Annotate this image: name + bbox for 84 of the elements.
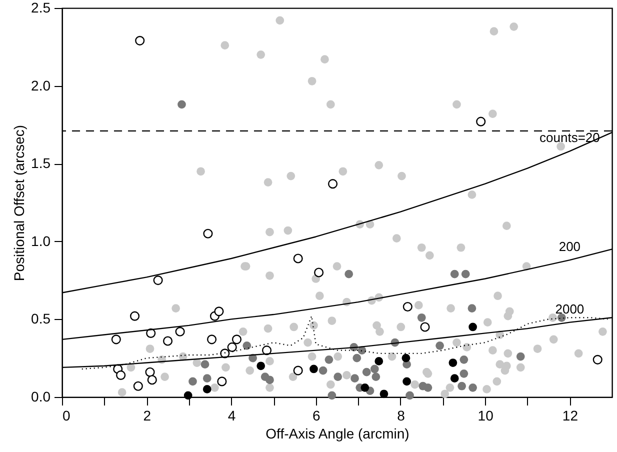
point [374, 357, 384, 366]
point [232, 334, 242, 344]
point [448, 358, 458, 367]
point [461, 270, 470, 278]
annotation: 200 [558, 239, 581, 254]
x-tick-label: 6 [312, 408, 320, 424]
point [460, 369, 468, 378]
point [324, 355, 334, 364]
point [402, 354, 410, 362]
point [417, 313, 426, 322]
point [116, 370, 126, 380]
point [402, 377, 411, 386]
point [476, 116, 486, 126]
point [266, 376, 274, 384]
y-tick-label: 0.0 [31, 388, 51, 404]
point [592, 354, 602, 364]
point [370, 364, 379, 374]
x-tick-label: 12 [562, 408, 578, 424]
x-tick-label: 0 [62, 408, 70, 424]
point [147, 375, 157, 385]
y-tick-label: 2.5 [31, 0, 51, 16]
point [293, 254, 303, 264]
point [227, 342, 237, 352]
annotation: counts=20 [540, 130, 600, 146]
point [217, 376, 227, 386]
point [468, 304, 476, 312]
point [362, 368, 371, 376]
y-axis-title: Positional Offset (arcsec) [11, 124, 28, 282]
point [516, 352, 525, 361]
y-tick-label: 1.5 [31, 155, 51, 172]
x-tick-label: 2 [143, 408, 152, 424]
point [450, 374, 459, 383]
point [145, 367, 155, 377]
point [184, 391, 192, 400]
point [203, 228, 213, 238]
point [200, 360, 210, 368]
point [380, 390, 388, 398]
point [360, 383, 370, 392]
point [175, 326, 185, 336]
point [202, 374, 212, 383]
point [242, 341, 252, 350]
point [153, 276, 163, 286]
point [162, 336, 173, 346]
point [206, 334, 217, 344]
point [111, 334, 121, 344]
point [135, 36, 145, 46]
point [460, 355, 468, 364]
x-tick-label: 4 [228, 408, 236, 424]
point [352, 354, 362, 362]
y-tick-label: 0.5 [31, 310, 51, 327]
point [146, 328, 156, 338]
point [372, 372, 380, 381]
y-tick-label: 2.0 [31, 77, 51, 94]
point [178, 100, 186, 109]
point [450, 270, 459, 278]
point [202, 385, 212, 394]
annotation: 2000 [555, 301, 584, 316]
point [188, 377, 197, 386]
point [334, 372, 342, 381]
y-tick-label: 1.0 [31, 232, 51, 249]
point [133, 381, 143, 391]
point [402, 302, 412, 312]
point [318, 366, 328, 375]
x-axis-title: Off-Axis Angle (arcmin) [266, 426, 410, 442]
point [436, 341, 444, 350]
point [328, 179, 338, 189]
point [256, 362, 266, 370]
point [468, 383, 477, 392]
x-tick-label: 8 [397, 408, 406, 424]
point [214, 306, 224, 316]
point [293, 366, 303, 376]
point [310, 364, 318, 374]
point [314, 268, 324, 278]
point [130, 311, 140, 321]
point [458, 382, 466, 390]
x-tick-label: 10 [478, 408, 494, 424]
point [262, 346, 272, 356]
point [424, 383, 432, 392]
point [406, 391, 414, 400]
point [420, 322, 430, 332]
point [328, 391, 336, 400]
point [468, 322, 477, 332]
point [344, 270, 354, 278]
point [350, 374, 359, 383]
